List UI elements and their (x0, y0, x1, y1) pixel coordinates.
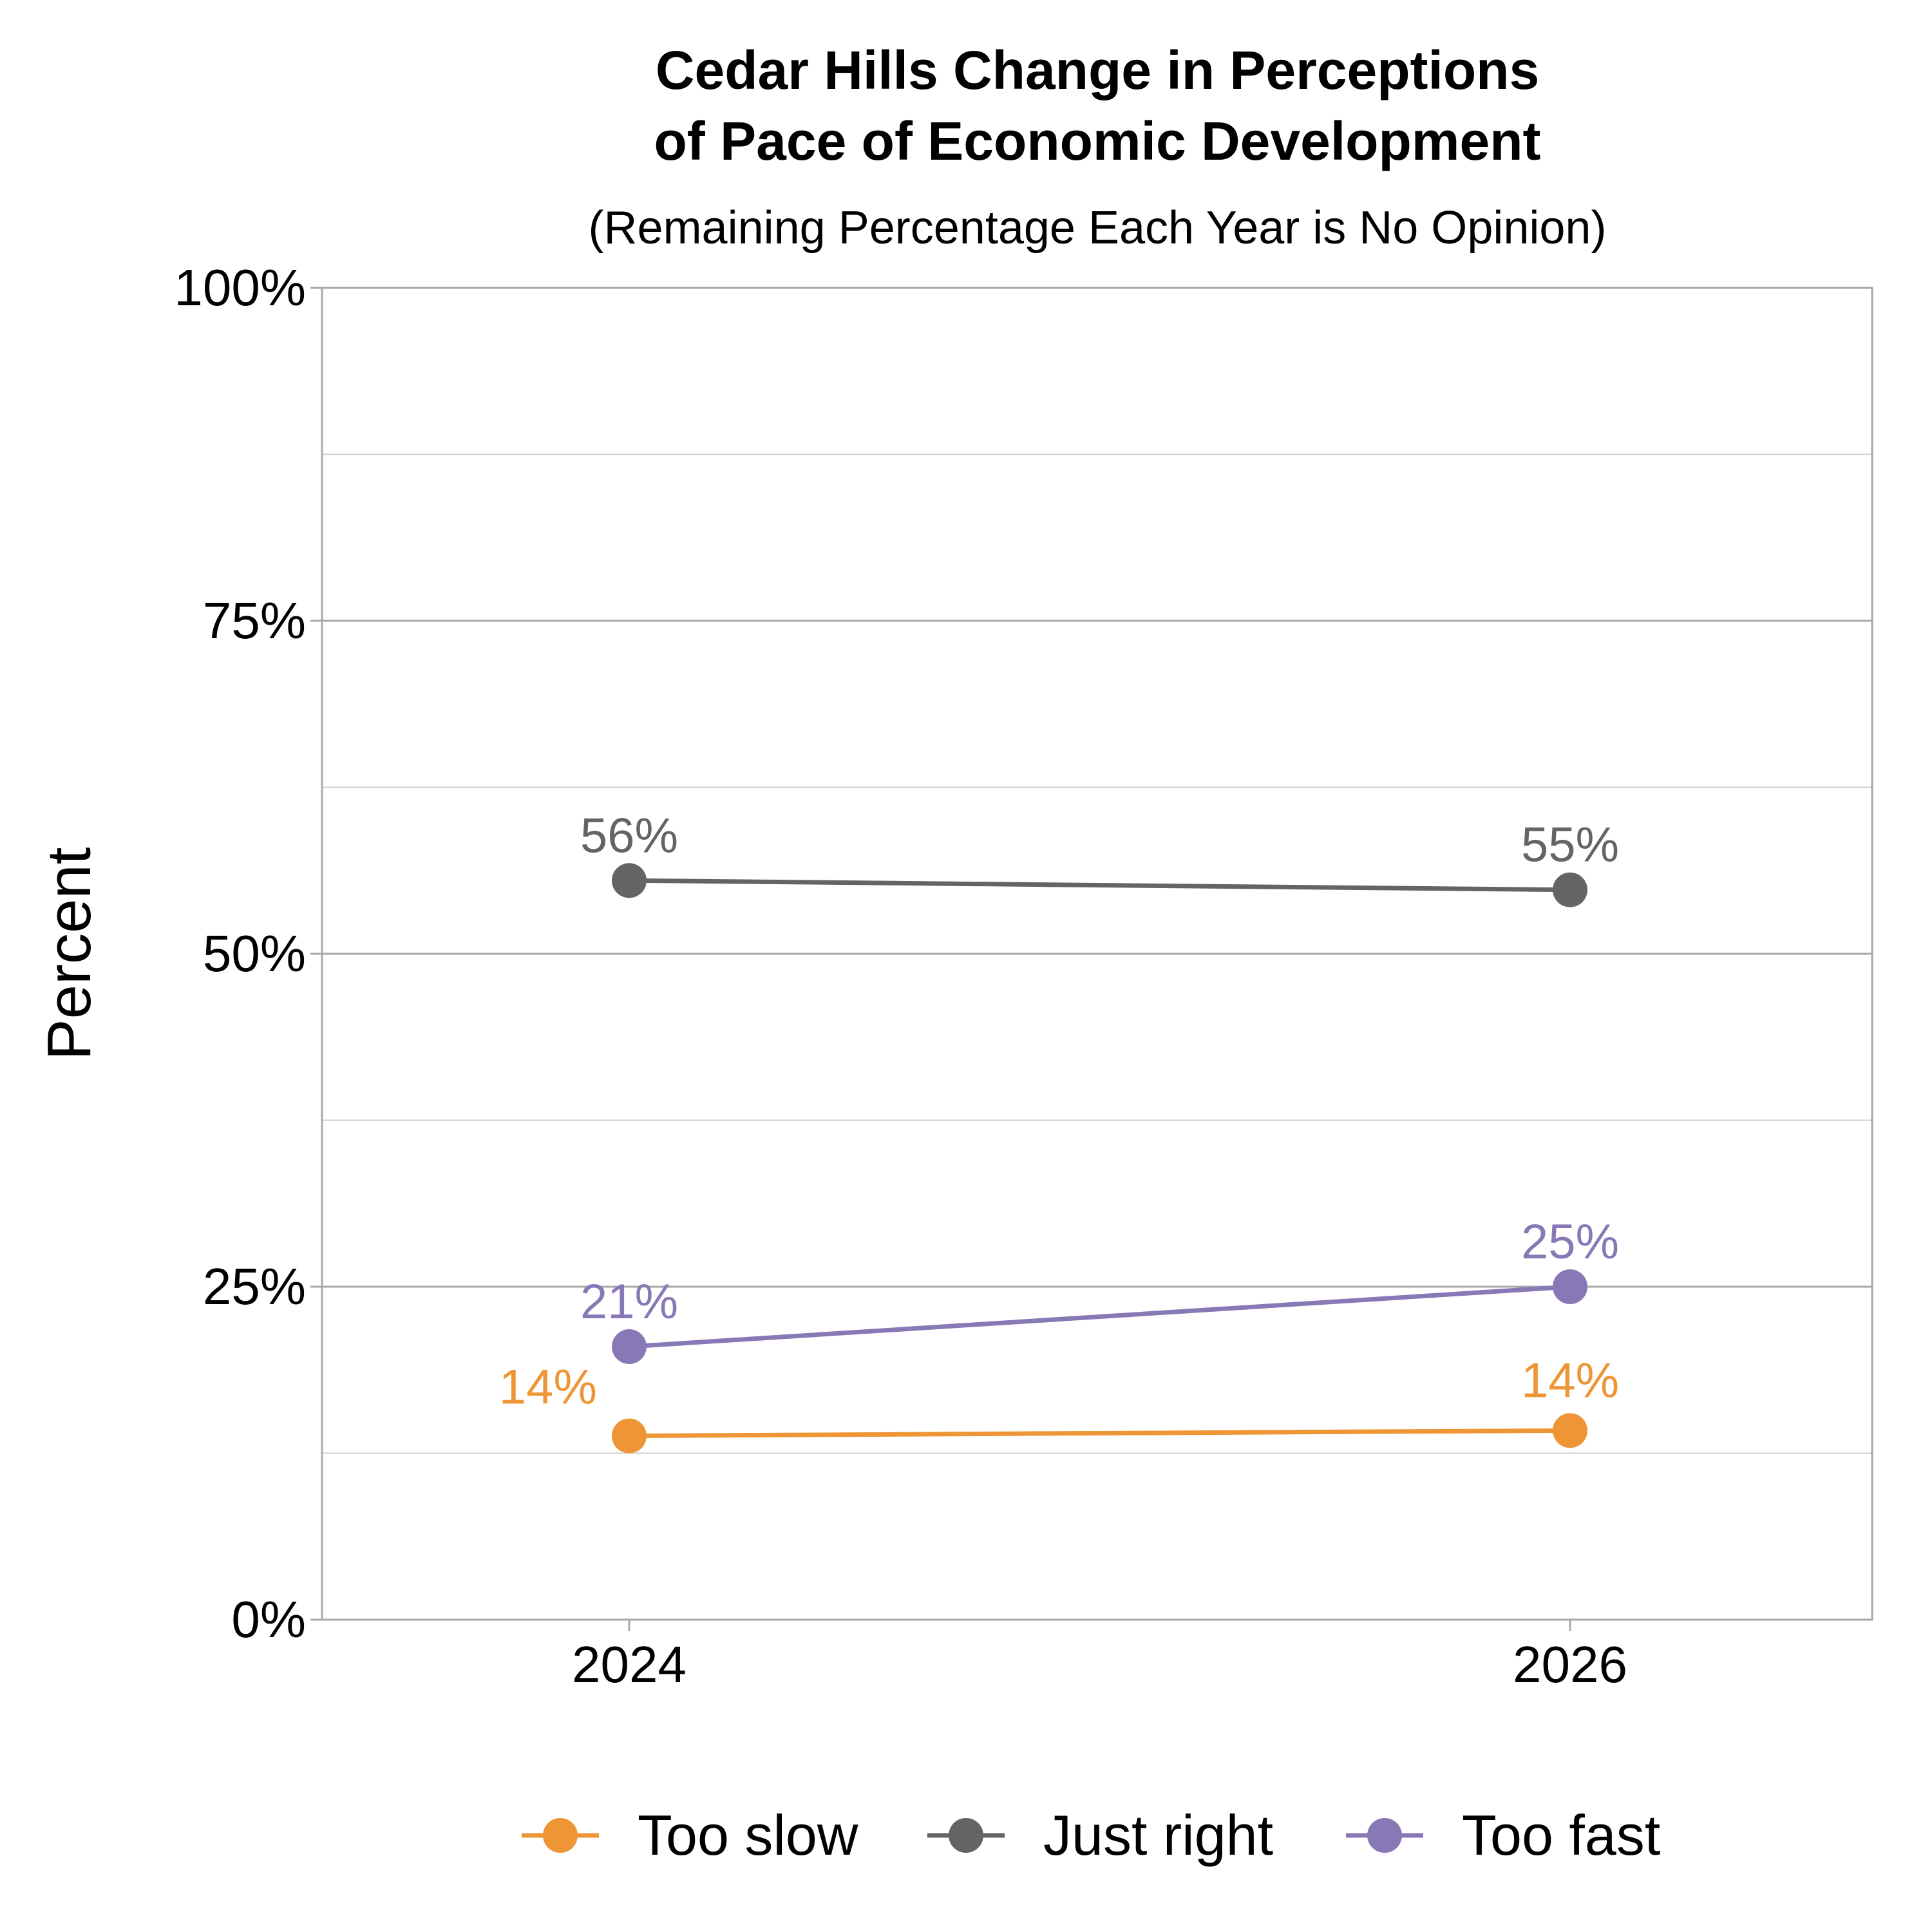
chart-title-line2: of Pace of Economic Development (654, 111, 1541, 171)
data-point-too-slow (612, 1418, 647, 1454)
x-tick-label: 2026 (1513, 1636, 1627, 1693)
chart-subtitle: (Remaining Percentage Each Year is No Op… (589, 202, 1607, 254)
data-label-too-fast: 25% (1521, 1215, 1619, 1269)
data-label-too-slow: 14% (499, 1360, 597, 1415)
data-label-just-right: 55% (1521, 818, 1619, 873)
y-axis-ticks: 0% 25% 50% 75% 100% (174, 259, 322, 1648)
grid-lines (322, 453, 1872, 1454)
chart-title-line1: Cedar Hills Change in Perceptions (656, 40, 1539, 100)
series-line-too-slow (629, 1428, 1571, 1439)
series-line-just-right (629, 878, 1571, 893)
data-point-just-right (1553, 872, 1587, 907)
data-point-too-slow (1553, 1413, 1587, 1448)
y-tick-label: 100% (174, 259, 306, 316)
x-axis-ticks: 2024 2026 (572, 1620, 1627, 1693)
y-axis-label: Percent (35, 848, 104, 1061)
legend-marker-too-slow (543, 1818, 578, 1853)
x-tick-label: 2024 (572, 1636, 687, 1693)
series-line-too-fast (629, 1284, 1571, 1349)
series-group: 14% 14% 56% 55% 21% 25% (499, 808, 1619, 1454)
legend-label-just-right: Just right (1043, 1803, 1273, 1867)
data-point-too-fast (612, 1329, 647, 1365)
data-label-too-fast: 21% (580, 1274, 678, 1329)
data-label-just-right: 56% (580, 808, 678, 863)
legend-label-too-slow: Too slow (638, 1803, 858, 1867)
legend: Too slow Just right Too fast (522, 1803, 1660, 1867)
legend-marker-just-right (949, 1818, 983, 1853)
y-tick-label: 0% (231, 1591, 306, 1648)
y-tick-label: 75% (203, 592, 306, 649)
y-tick-label: 50% (203, 925, 306, 982)
y-tick-label: 25% (203, 1258, 306, 1315)
legend-marker-too-fast (1367, 1818, 1402, 1853)
data-point-just-right (612, 863, 647, 898)
legend-label-too-fast: Too fast (1462, 1803, 1660, 1867)
data-label-too-slow: 14% (1521, 1353, 1619, 1408)
data-point-too-fast (1553, 1269, 1587, 1304)
